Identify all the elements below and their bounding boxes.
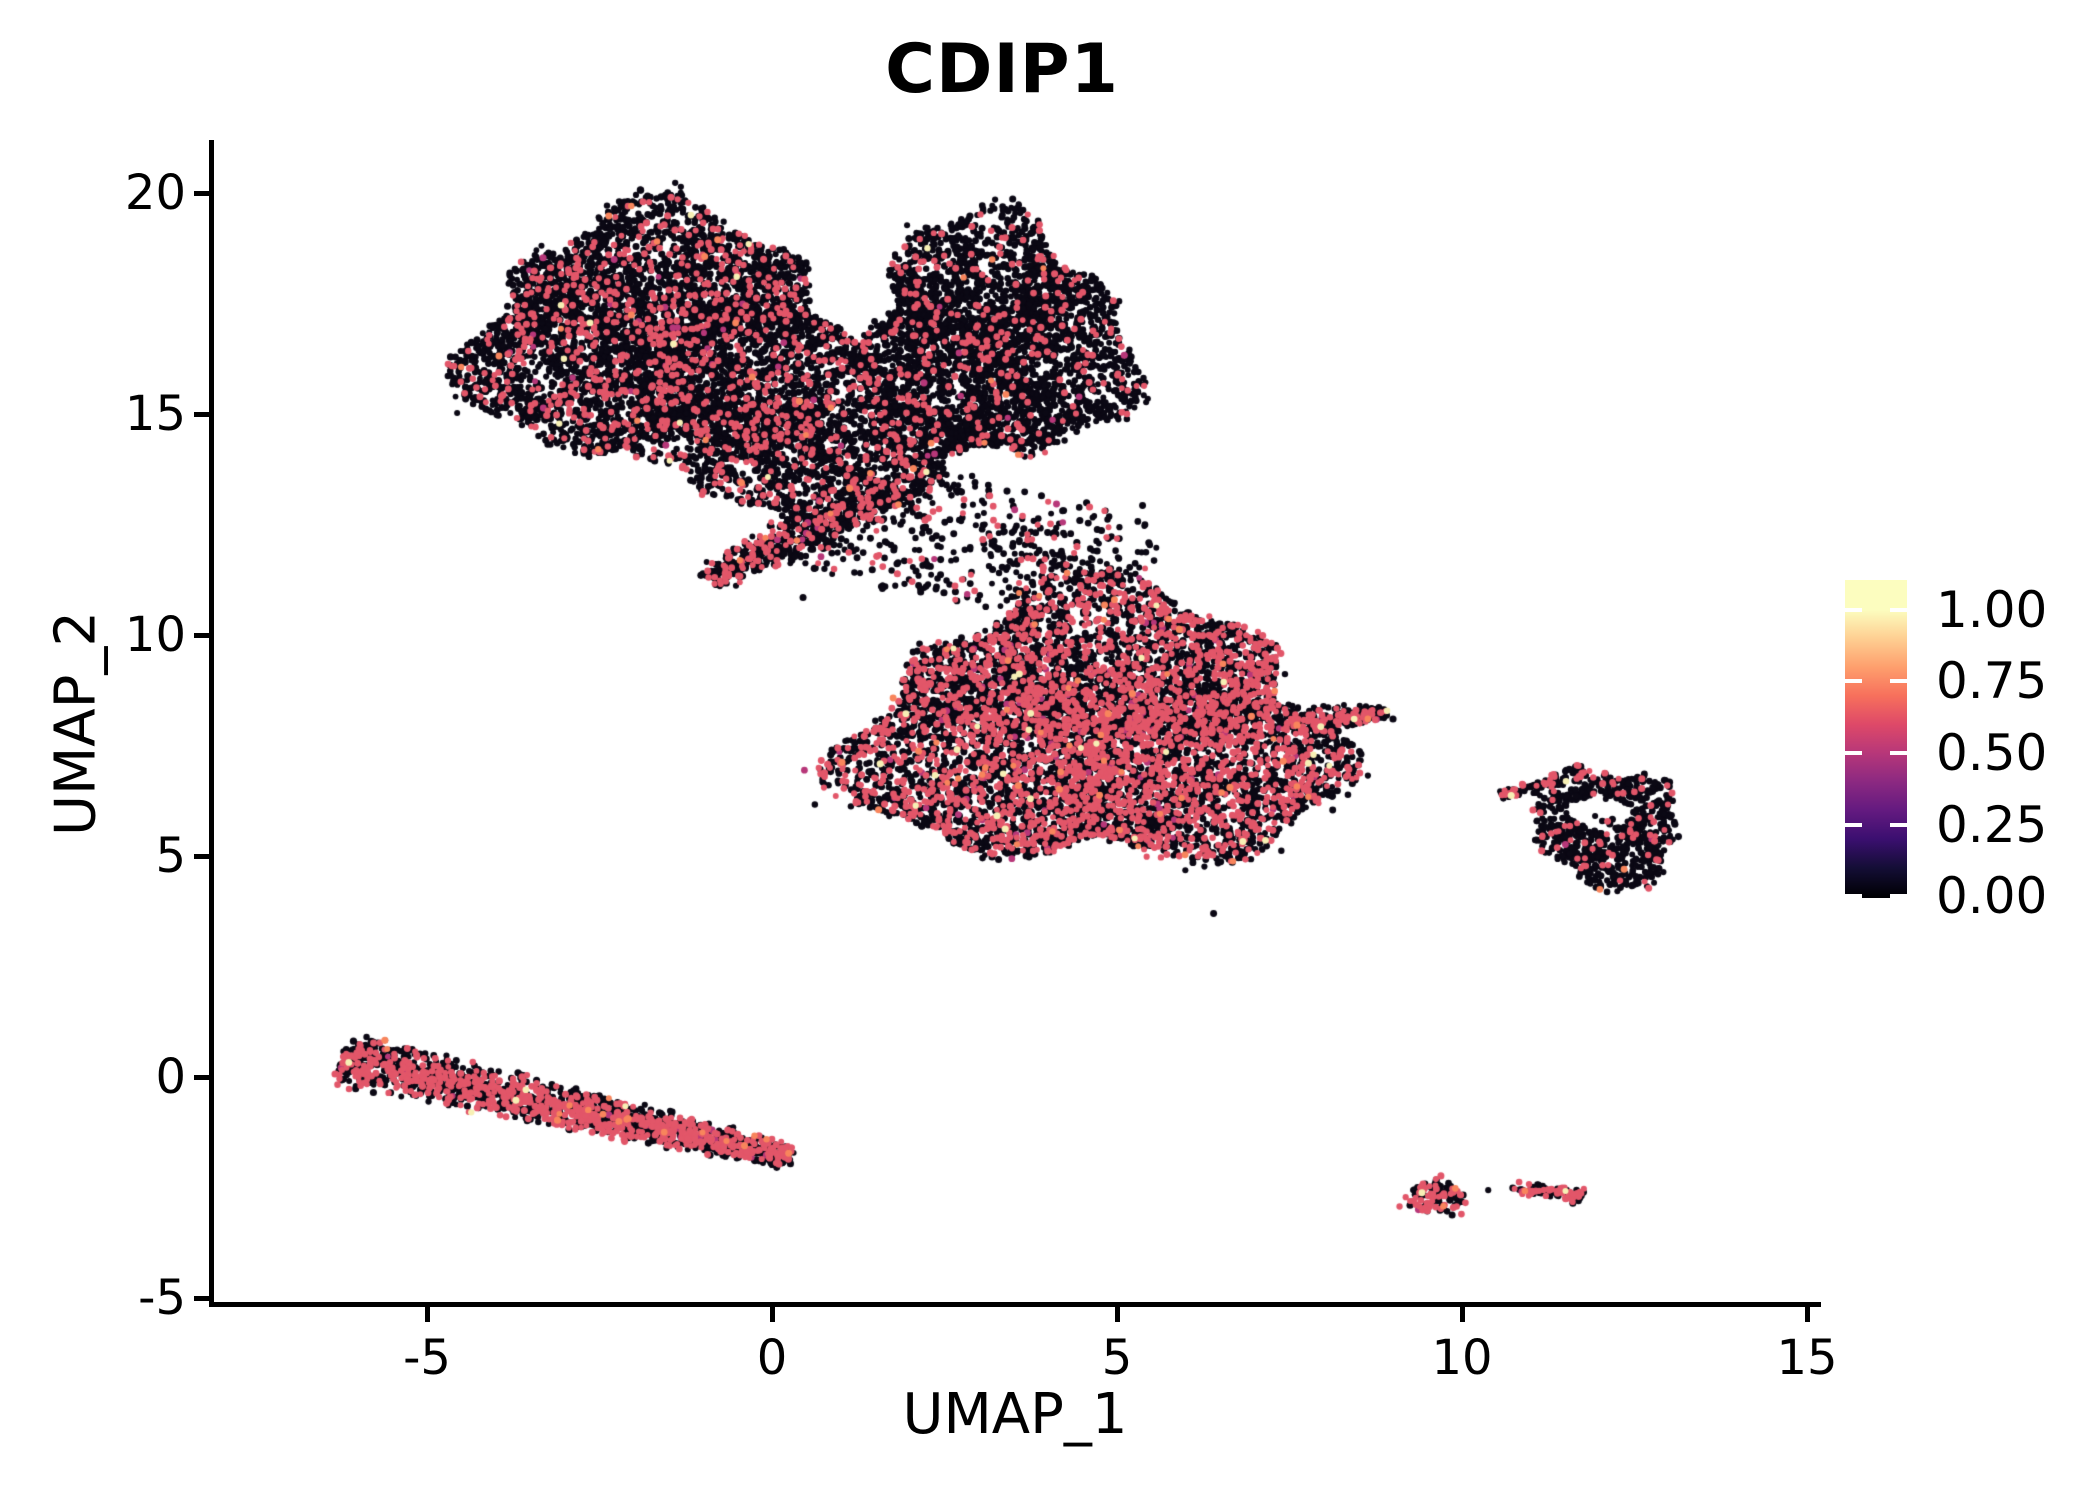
x-tick-mark	[770, 1307, 775, 1322]
colorbar-tick-mark	[1890, 822, 1907, 827]
x-tick-mark	[1805, 1307, 1810, 1322]
colorbar-tick-label: 0.50	[1936, 724, 2048, 783]
colorbar-tick-mark	[1890, 679, 1907, 684]
plot-title: CDIP1	[885, 30, 1119, 109]
y-tick-label: 10	[124, 607, 186, 663]
x-axis-line	[209, 1302, 1821, 1307]
x-tick-mark	[1460, 1307, 1465, 1322]
x-tick-label: -5	[403, 1330, 451, 1386]
colorbar-tick-label: 0.00	[1936, 867, 2048, 926]
y-tick-mark	[194, 412, 209, 417]
x-axis-title: UMAP_1	[902, 1382, 1128, 1447]
y-tick-mark	[194, 1296, 209, 1301]
colorbar-tick-label: 1.00	[1936, 580, 2048, 639]
colorbar-gradient	[1845, 580, 1907, 898]
y-axis-title: UMAP_2	[43, 611, 109, 837]
colorbar-tick-mark	[1890, 894, 1907, 899]
x-tick-mark	[425, 1307, 430, 1322]
colorbar-tick-label: 0.75	[1936, 652, 2048, 711]
y-tick-label: 5	[155, 828, 186, 884]
colorbar-tick-mark	[1845, 894, 1862, 899]
colorbar-tick-mark	[1890, 751, 1907, 756]
y-tick-label: 15	[124, 386, 186, 442]
colorbar-tick-mark	[1890, 607, 1907, 612]
x-tick-label: 10	[1431, 1330, 1493, 1386]
x-tick-label: 15	[1776, 1330, 1838, 1386]
y-tick-label: 0	[155, 1049, 186, 1105]
x-tick-label: 5	[1101, 1330, 1133, 1386]
y-tick-mark	[194, 854, 209, 859]
colorbar-tick-mark	[1845, 751, 1862, 756]
x-tick-mark	[1115, 1307, 1120, 1322]
colorbar-tick-mark	[1845, 822, 1862, 827]
x-tick-label: 0	[756, 1330, 788, 1386]
y-tick-mark	[194, 1075, 209, 1080]
colorbar-tick-mark	[1845, 679, 1862, 684]
y-tick-label: 20	[124, 165, 186, 221]
colorbar-tick-mark	[1845, 607, 1862, 612]
y-axis-line	[209, 140, 214, 1307]
colorbar-tick-label: 0.25	[1936, 795, 2048, 854]
y-tick-mark	[194, 633, 209, 638]
y-tick-mark	[194, 191, 209, 196]
y-tick-label: -5	[138, 1270, 186, 1326]
